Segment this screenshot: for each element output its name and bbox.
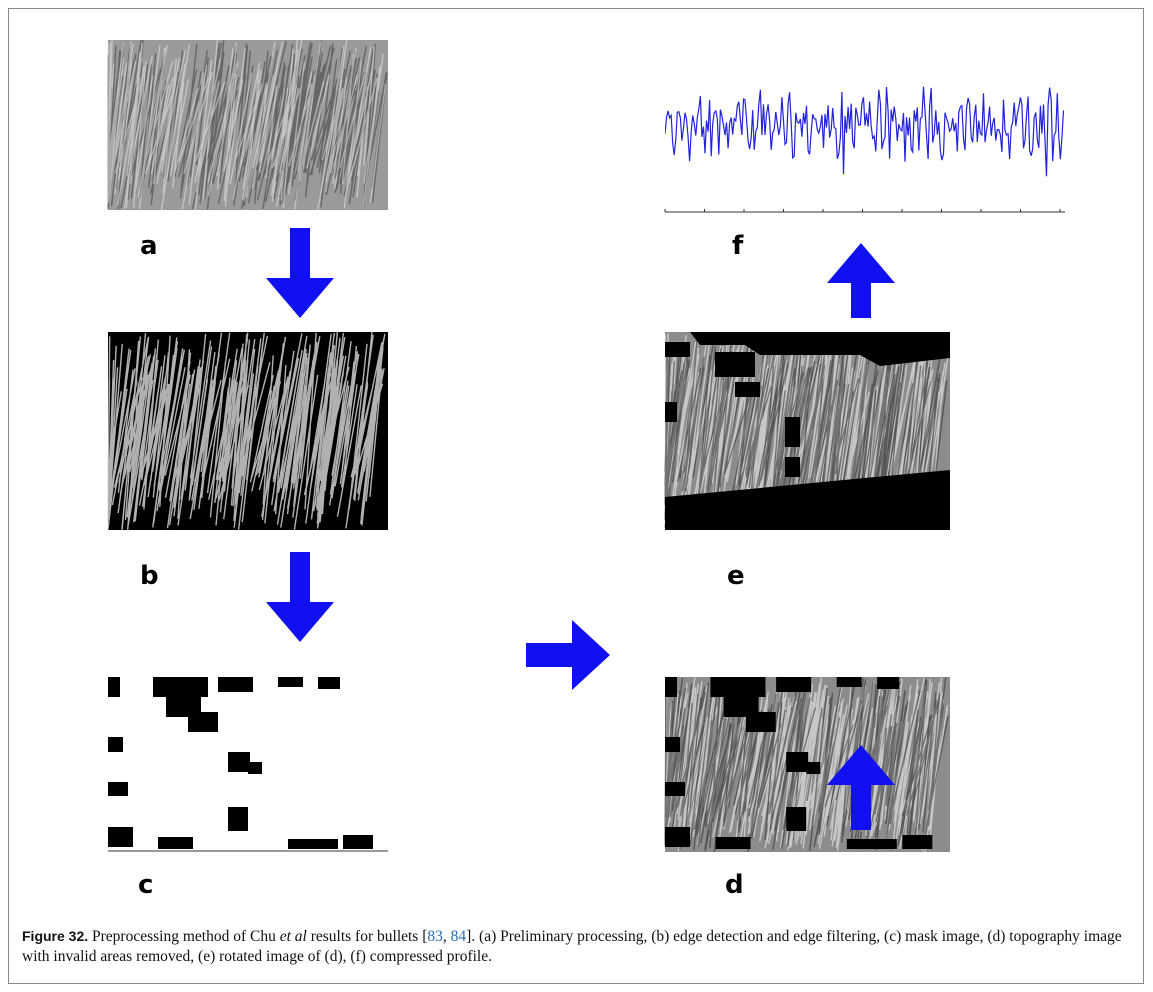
caption-text: ]. (a) Preliminary processing, (b) edge … <box>22 928 1122 965</box>
panel-label: b <box>140 561 159 591</box>
panel-label: c <box>138 870 153 900</box>
caption-text: Preprocessing method of Chu <box>92 928 280 945</box>
panel-label: d <box>725 870 744 900</box>
panel-label: e <box>727 561 745 591</box>
reference: 83 <box>427 928 443 945</box>
mask-region <box>665 677 933 849</box>
image-texture <box>107 331 386 531</box>
mask-region <box>665 332 950 366</box>
caption: Figure 32. Preprocessing method of Chu e… <box>22 926 1132 967</box>
caption-italic: et al <box>279 928 307 945</box>
caption-text: , <box>442 928 451 945</box>
mask-region <box>665 342 800 477</box>
arrow-right <box>526 620 610 690</box>
mask-region <box>665 470 950 530</box>
reference: 84 <box>450 928 467 945</box>
panel-label: a <box>140 231 158 261</box>
caption-number: Figure 32. <box>22 928 89 944</box>
image-texture <box>107 40 387 211</box>
arrows <box>266 228 895 830</box>
caption-text: results for bullets [ <box>306 928 428 945</box>
arrow-down <box>266 552 334 642</box>
figure-frame <box>8 8 1144 984</box>
profile-line <box>665 86 1065 177</box>
panel-label: f <box>732 231 744 261</box>
arrow-up <box>827 243 895 318</box>
arrow-up <box>827 745 895 830</box>
mask-region <box>108 677 373 849</box>
profile-plot <box>665 86 1065 177</box>
arrow-down <box>266 228 334 318</box>
panels <box>107 40 1065 853</box>
